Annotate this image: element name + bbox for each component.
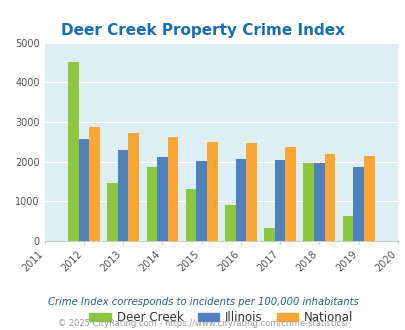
Bar — [313, 163, 324, 241]
Text: Deer Creek Property Crime Index: Deer Creek Property Crime Index — [61, 23, 344, 38]
Bar — [128, 133, 139, 241]
Bar — [157, 157, 167, 241]
Text: Crime Index corresponds to incidents per 100,000 inhabitants: Crime Index corresponds to incidents per… — [47, 297, 358, 307]
Bar — [146, 167, 157, 241]
Bar — [324, 154, 335, 241]
Bar — [196, 161, 207, 241]
Bar — [68, 62, 79, 241]
Bar — [79, 139, 89, 241]
Bar — [303, 163, 313, 241]
Bar — [264, 228, 274, 241]
Bar — [167, 137, 178, 241]
Bar — [224, 205, 235, 241]
Legend: Deer Creek, Illinois, National: Deer Creek, Illinois, National — [85, 306, 357, 329]
Bar — [342, 216, 352, 241]
Bar — [285, 148, 295, 241]
Bar — [245, 144, 256, 241]
Bar — [235, 158, 245, 241]
Bar — [274, 160, 285, 241]
Bar — [363, 156, 373, 241]
Bar — [117, 150, 128, 241]
Text: © 2025 CityRating.com - https://www.cityrating.com/crime-statistics/: © 2025 CityRating.com - https://www.city… — [58, 319, 347, 328]
Bar — [107, 183, 117, 241]
Bar — [207, 142, 217, 241]
Bar — [185, 189, 196, 241]
Bar — [89, 127, 100, 241]
Bar — [352, 167, 363, 241]
